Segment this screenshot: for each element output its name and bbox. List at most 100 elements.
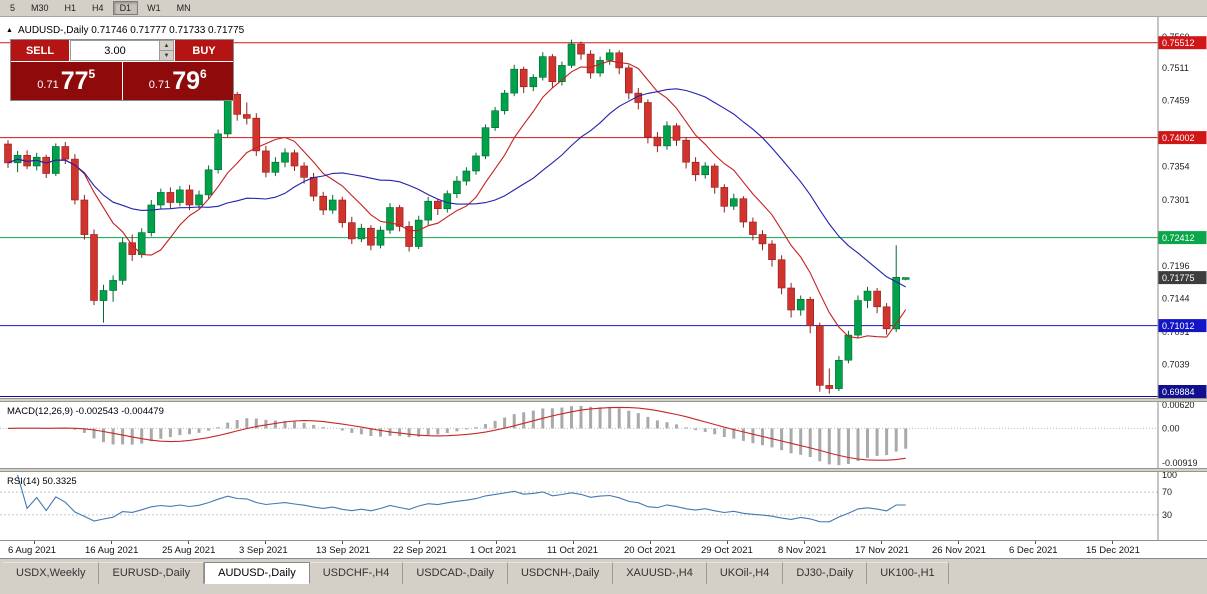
- date-label: 1 Oct 2021: [470, 545, 517, 556]
- svg-text:-0.00919: -0.00919: [1162, 458, 1198, 468]
- timeframe-button-h1[interactable]: H1: [64, 3, 77, 13]
- svg-text:0.72412: 0.72412: [1162, 233, 1195, 243]
- svg-text:0.7301: 0.7301: [1162, 195, 1190, 205]
- svg-text:0.69884: 0.69884: [1162, 387, 1195, 397]
- date-label: 13 Sep 2021: [316, 545, 370, 556]
- price-badge: 0.71775: [1158, 271, 1207, 285]
- chart-collapse-icon[interactable]: ▲: [6, 27, 13, 34]
- volume-field[interactable]: 3.00 ▲ ▼: [70, 40, 174, 61]
- timeframe-button-d1[interactable]: D1: [112, 1, 139, 15]
- buy-price-prefix: 0.71: [148, 79, 171, 91]
- one-click-trading-widget: SELL 3.00 ▲ ▼ BUY 0.71 77 5 0.71 79 6: [10, 39, 234, 101]
- chart-title: ▲ AUDUSD-,Daily 0.71746 0.71777 0.71733 …: [6, 25, 244, 36]
- date-label: 20 Oct 2021: [624, 545, 676, 556]
- buy-price-big: 79: [172, 67, 201, 95]
- macd-name: MACD(12,26,9): [7, 406, 73, 417]
- svg-text:0.00: 0.00: [1162, 423, 1180, 433]
- svg-text:30: 30: [1162, 510, 1172, 520]
- date-label: 29 Oct 2021: [701, 545, 753, 556]
- date-axis: 6 Aug 2021 16 Aug 2021 25 Aug 2021 3 Sep 20…: [0, 540, 1207, 558]
- date-tick: [265, 541, 266, 544]
- date-tick: [958, 541, 959, 544]
- price-badge: 0.71012: [1158, 319, 1207, 333]
- chart-window: 0.75600.75110.74590.73540.73010.71960.71…: [0, 17, 1207, 558]
- svg-text:100: 100: [1162, 472, 1177, 480]
- candles-layer: [4, 39, 910, 394]
- date-tick: [881, 541, 882, 544]
- volume-up-icon[interactable]: ▲: [160, 41, 173, 51]
- date-tick: [188, 541, 189, 544]
- date-label: 6 Aug 2021: [8, 545, 57, 556]
- tab-dj30-daily[interactable]: DJ30-,Daily: [783, 562, 868, 584]
- date-label: 3 Sep 2021: [239, 545, 288, 556]
- main-price-chart[interactable]: 0.75600.75110.74590.73540.73010.71960.71…: [0, 17, 1207, 398]
- sell-button[interactable]: SELL: [11, 40, 69, 61]
- macd-values: -0.002543 -0.004479: [75, 406, 164, 417]
- volume-down-icon[interactable]: ▼: [160, 51, 173, 60]
- date-tick: [1035, 541, 1036, 544]
- slow-ma: [7, 88, 906, 288]
- buy-price-panel[interactable]: 0.71 79 6: [122, 62, 233, 100]
- tab-usdcnh-daily[interactable]: USDCNH-,Daily: [507, 562, 614, 584]
- buy-price-pip: 6: [200, 67, 207, 81]
- rsi-label: RSI(14) 50.3325: [7, 476, 77, 487]
- panel-separator[interactable]: [0, 468, 1207, 472]
- timeframe-button-w1[interactable]: W1: [147, 3, 161, 13]
- chart-title-text: AUDUSD-,Daily 0.71746 0.71777 0.71733 0.…: [17, 25, 245, 36]
- date-label: 15 Dec 2021: [1086, 545, 1140, 556]
- timeframe-toolbar: 5 M30 H1 H4 D1 W1 MN: [0, 0, 1207, 17]
- sell-price-pip: 5: [88, 67, 96, 81]
- date-tick: [727, 541, 728, 544]
- rsi-name: RSI(14): [7, 476, 40, 487]
- date-label: 26 Nov 2021: [932, 545, 986, 556]
- date-label: 17 Nov 2021: [855, 545, 909, 556]
- svg-text:0.71012: 0.71012: [1162, 321, 1195, 331]
- date-tick: [111, 541, 112, 544]
- date-tick: [419, 541, 420, 544]
- svg-text:0.71775: 0.71775: [1162, 273, 1195, 283]
- tab-xauusd-h4[interactable]: XAUUSD-,H4: [613, 562, 707, 584]
- svg-text:0.7354: 0.7354: [1162, 162, 1190, 172]
- tab-uk100-h1[interactable]: UK100-,H1: [867, 562, 949, 584]
- price-badge: 0.75512: [1158, 36, 1207, 50]
- volume-value[interactable]: 3.00: [104, 44, 126, 57]
- date-tick: [650, 541, 651, 544]
- sell-price-prefix: 0.71: [37, 79, 59, 91]
- macd-indicator-panel[interactable]: 0.00620 0.00 -0.00919: [0, 402, 1207, 468]
- svg-text:0.7144: 0.7144: [1162, 294, 1190, 304]
- date-tick: [496, 541, 497, 544]
- fast-ma: [7, 60, 907, 339]
- rsi-indicator-panel[interactable]: 100 70 30: [0, 472, 1207, 540]
- timeframe-button-mn[interactable]: MN: [176, 3, 191, 13]
- timeframe-button-h4[interactable]: H4: [92, 3, 104, 13]
- date-tick: [804, 541, 805, 544]
- sell-price-big: 77: [60, 67, 89, 95]
- tab-usdcad-daily[interactable]: USDCAD-,Daily: [403, 562, 508, 584]
- date-label: 25 Aug 2021: [162, 545, 216, 556]
- svg-text:70: 70: [1162, 487, 1172, 497]
- date-tick: [1112, 541, 1113, 544]
- macd-signal-line: [7, 406, 906, 461]
- svg-text:0.7459: 0.7459: [1162, 96, 1190, 106]
- tab-eurusd-daily[interactable]: EURUSD-,Daily: [99, 562, 205, 584]
- tab-usdx-weekly[interactable]: USDX,Weekly: [3, 562, 100, 584]
- tab-ukoil-h4[interactable]: UKOil-,H4: [706, 562, 784, 584]
- price-badge: 0.72412: [1158, 231, 1207, 245]
- date-label: 6 Dec 2021: [1009, 545, 1058, 556]
- svg-text:0.7511: 0.7511: [1162, 63, 1189, 73]
- buy-button[interactable]: BUY: [175, 40, 233, 61]
- panel-separator[interactable]: [0, 398, 1207, 402]
- date-tick: [342, 541, 343, 544]
- svg-text:0.7196: 0.7196: [1162, 261, 1190, 271]
- timeframe-button-5[interactable]: 5: [10, 3, 16, 13]
- macd-label: MACD(12,26,9) -0.002543 -0.004479: [7, 406, 164, 417]
- rsi-value: 50.3325: [42, 476, 77, 487]
- svg-text:0.74002: 0.74002: [1162, 133, 1195, 143]
- date-label: 11 Oct 2021: [547, 545, 599, 556]
- tab-usdchf-h4[interactable]: USDCHF-,H4: [309, 562, 404, 584]
- rsi-line: [17, 474, 906, 523]
- tab-audusd-daily[interactable]: AUDUSD-,Daily: [204, 562, 310, 584]
- timeframe-button-m30[interactable]: M30: [31, 3, 49, 13]
- sell-price-panel[interactable]: 0.71 77 5: [11, 62, 122, 100]
